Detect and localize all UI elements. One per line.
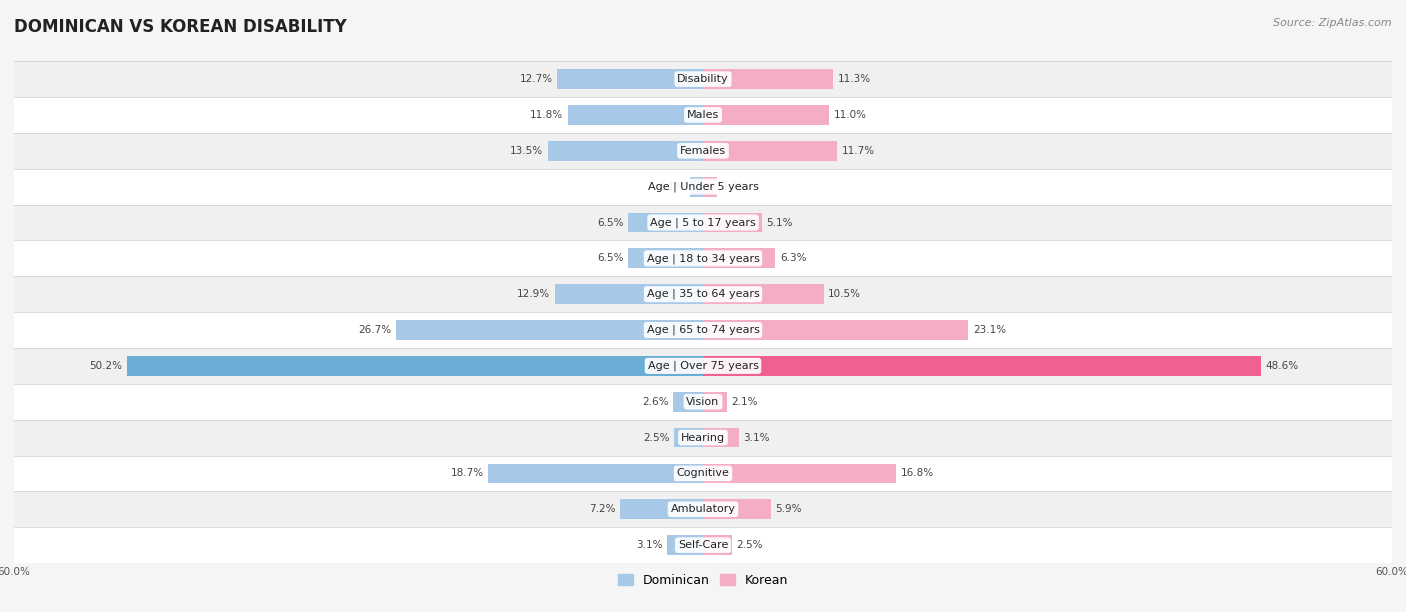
Bar (690, 177, 703, 196)
Bar (703, 536, 731, 555)
Text: 2.5%: 2.5% (737, 540, 763, 550)
Text: 50.2%: 50.2% (89, 361, 122, 371)
Bar (14, 169, 1392, 204)
Text: 23.1%: 23.1% (973, 325, 1005, 335)
Text: 11.8%: 11.8% (530, 110, 562, 120)
Text: Age | Over 75 years: Age | Over 75 years (648, 360, 758, 371)
Bar (703, 392, 727, 412)
Bar (628, 212, 703, 233)
Text: 13.5%: 13.5% (510, 146, 543, 156)
Bar (14, 491, 1392, 527)
Bar (703, 105, 830, 125)
Bar (127, 356, 703, 376)
Text: 11.7%: 11.7% (842, 146, 875, 156)
Bar (703, 69, 832, 89)
Text: 5.1%: 5.1% (766, 217, 793, 228)
Bar (14, 97, 1392, 133)
Bar (488, 463, 703, 483)
Bar (668, 536, 703, 555)
Bar (14, 384, 1392, 420)
Text: Age | 35 to 64 years: Age | 35 to 64 years (647, 289, 759, 299)
Bar (14, 420, 1392, 455)
Text: 18.7%: 18.7% (450, 468, 484, 479)
Legend: Dominican, Korean: Dominican, Korean (613, 569, 793, 592)
Bar (628, 248, 703, 268)
Text: Source: ZipAtlas.com: Source: ZipAtlas.com (1274, 18, 1392, 28)
Bar (673, 392, 703, 412)
Bar (568, 105, 703, 125)
Bar (703, 356, 1261, 376)
Bar (14, 455, 1392, 491)
Text: 3.1%: 3.1% (744, 433, 769, 442)
Text: Age | 65 to 74 years: Age | 65 to 74 years (647, 325, 759, 335)
Text: Cognitive: Cognitive (676, 468, 730, 479)
Bar (703, 177, 717, 196)
Text: 1.1%: 1.1% (659, 182, 686, 192)
Bar (703, 285, 824, 304)
Text: 6.5%: 6.5% (598, 217, 624, 228)
Text: 10.5%: 10.5% (828, 289, 860, 299)
Text: Age | 5 to 17 years: Age | 5 to 17 years (650, 217, 756, 228)
Bar (548, 141, 703, 161)
Text: 2.5%: 2.5% (643, 433, 669, 442)
Bar (675, 428, 703, 447)
Bar (703, 248, 775, 268)
Bar (703, 212, 762, 233)
Bar (555, 285, 703, 304)
Bar (14, 527, 1392, 563)
Text: 11.0%: 11.0% (834, 110, 868, 120)
Text: 7.2%: 7.2% (589, 504, 616, 514)
Bar (620, 499, 703, 519)
Bar (14, 241, 1392, 276)
Text: Males: Males (688, 110, 718, 120)
Bar (703, 499, 770, 519)
Text: Age | Under 5 years: Age | Under 5 years (648, 181, 758, 192)
Bar (14, 61, 1392, 97)
Text: 11.3%: 11.3% (838, 74, 870, 84)
Text: Age | 18 to 34 years: Age | 18 to 34 years (647, 253, 759, 264)
Text: 6.5%: 6.5% (598, 253, 624, 263)
Bar (396, 320, 703, 340)
Bar (703, 463, 896, 483)
Text: 3.1%: 3.1% (637, 540, 662, 550)
Text: 2.1%: 2.1% (731, 397, 758, 407)
Bar (14, 312, 1392, 348)
Text: Self-Care: Self-Care (678, 540, 728, 550)
Text: 48.6%: 48.6% (1265, 361, 1299, 371)
Text: 12.9%: 12.9% (517, 289, 550, 299)
Bar (14, 204, 1392, 241)
Text: 16.8%: 16.8% (900, 468, 934, 479)
Text: 5.9%: 5.9% (775, 504, 801, 514)
Text: 12.7%: 12.7% (519, 74, 553, 84)
Text: Vision: Vision (686, 397, 720, 407)
Text: DOMINICAN VS KOREAN DISABILITY: DOMINICAN VS KOREAN DISABILITY (14, 18, 347, 36)
Bar (557, 69, 703, 89)
Bar (703, 428, 738, 447)
Text: Hearing: Hearing (681, 433, 725, 442)
Bar (14, 133, 1392, 169)
Bar (14, 348, 1392, 384)
Text: 26.7%: 26.7% (359, 325, 392, 335)
Bar (703, 320, 969, 340)
Bar (14, 276, 1392, 312)
Text: 6.3%: 6.3% (780, 253, 807, 263)
Bar (703, 141, 838, 161)
Text: 1.2%: 1.2% (721, 182, 748, 192)
Text: Ambulatory: Ambulatory (671, 504, 735, 514)
Text: Disability: Disability (678, 74, 728, 84)
Text: Females: Females (681, 146, 725, 156)
Text: 2.6%: 2.6% (643, 397, 669, 407)
